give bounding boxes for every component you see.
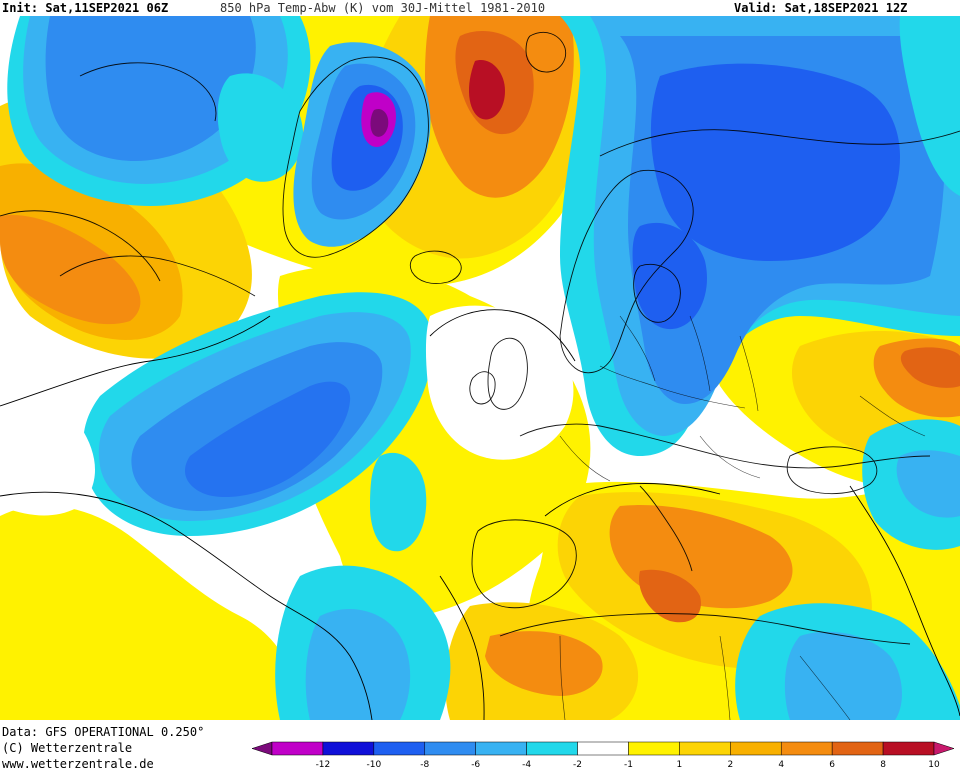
map-title: 850 hPa Temp-Abw (K) vom 30J-Mittel 1981… [220,1,546,15]
coast-british-isles [487,337,528,410]
legend-tick-label: 10 [928,760,940,770]
coast-north-africa [499,613,911,645]
map-header: Init: Sat,11SEP2021 06Z 850 hPa Temp-Abw… [0,0,965,18]
coast-iberia [471,519,577,609]
zone-lightblue-arabia [784,631,902,720]
legend-swatch [882,741,935,756]
legend-swatch [679,741,731,756]
legend-arrow-low [251,741,273,756]
legend-tick-label: -12 [316,760,331,770]
copyright: (C) Wetterzentrale [2,741,133,755]
coast-ireland [469,371,496,405]
zone-midblue-north [45,16,256,161]
zone-white-iberia-north [425,305,574,460]
legend-swatch [526,741,578,756]
legend-scale: -12-10-8-6-4-2-1124681012 [251,741,955,770]
legend-swatch [730,741,782,756]
legend-swatch [780,741,833,756]
coast-italy [639,485,693,572]
legend-tick-label: 8 [880,760,886,770]
legend-tick-label: 1 [677,760,683,770]
zone-deepblue-east [650,63,900,261]
coast-scandinavia [559,169,694,374]
legend-tick-label: -6 [471,760,480,770]
legend-tick-label: 6 [829,760,835,770]
coast-europe-main [519,423,931,469]
zone-orange-sahara [485,631,603,696]
legend-swatch [271,741,324,756]
zone-lightblue-northeast [899,16,960,196]
zone-deepblue-baltic [632,222,707,330]
legend-swatch [577,741,629,756]
zone-darkorange-med [639,569,701,623]
legend-tick-label: -4 [522,760,531,770]
coastlines [0,32,960,645]
legend-swatch [322,741,375,756]
zone-red-greenland-core [468,60,505,120]
zero-isolines [0,309,960,720]
legend-swatch [628,741,680,756]
zone-purple-greenland [370,108,389,137]
credits: Data: GFS OPERATIONAL 0.250° (C) Wetterz… [2,724,204,772]
zone-lightblue-caspian [896,450,960,518]
coast-greenland [282,56,429,258]
coast-hudson [0,210,161,282]
legend-swatch [373,741,426,756]
zone-cyan-baffin [217,73,304,182]
borders [559,315,926,720]
zone-cyan-west-iberia [370,452,427,552]
coast-iceland [409,250,462,284]
coast-baltic [633,263,681,323]
coast-arctic-islands [79,62,217,122]
legend-swatch [424,741,476,756]
coast-canada [59,255,256,297]
zone-deepblue-atlantic [185,381,351,498]
color-legend: -12-10-8-6-4-2-1124681012 [251,740,955,770]
zone-yellow-southwest [0,505,300,720]
map-footer: Data: GFS OPERATIONAL 0.250° (C) Wetterz… [0,722,965,775]
legend-tick-label: -1 [624,760,633,770]
valid-time: Valid: Sat,18SEP2021 12Z [734,1,908,15]
legend-swatch [475,741,527,756]
website-url: www.wetterzentrale.de [2,757,154,771]
legend-tick-label: -8 [420,760,429,770]
legend-tick-label: -2 [573,760,582,770]
zone-lightblue-subtropics [305,608,411,720]
zone-darkorange-east [900,347,960,388]
coast-black-sea [786,446,878,495]
legend-arrow-high [933,741,955,756]
legend-tick-label: -10 [366,760,381,770]
zone-white-west [0,392,95,516]
legend-tick-label: 2 [727,760,733,770]
coast-svalbard [525,32,567,73]
legend-swatch [831,741,884,756]
data-source: Data: GFS OPERATIONAL 0.250° [2,725,205,739]
map-canvas [0,16,960,720]
legend-tick-label: 4 [778,760,784,770]
temperature-anomaly-map [0,16,960,720]
coast-russia-north [599,129,960,157]
init-time: Init: Sat,11SEP2021 06Z [2,1,169,15]
